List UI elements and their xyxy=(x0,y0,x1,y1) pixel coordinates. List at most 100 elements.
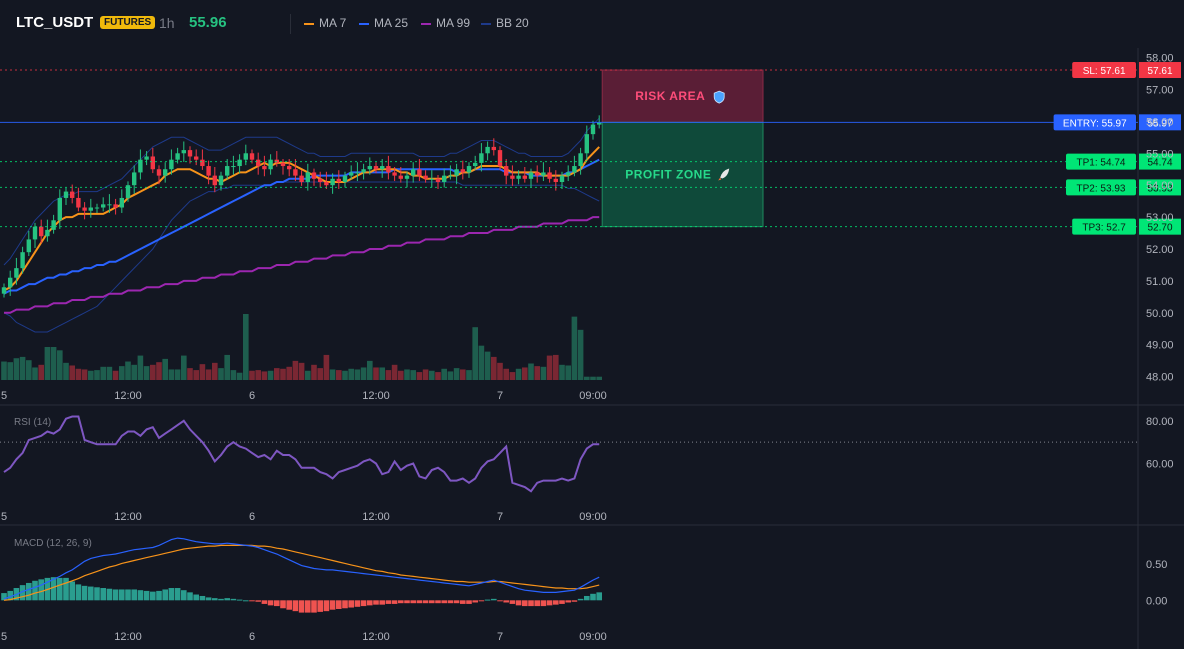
rsi-panel: RSI (14) 60.00 80.00 xyxy=(0,415,1174,493)
time-tick-label: 7 xyxy=(497,511,503,523)
candle-body xyxy=(70,191,75,198)
candle-body xyxy=(119,197,124,208)
level-axis-label-sl xyxy=(1139,62,1181,79)
volume-bar xyxy=(398,370,404,380)
candle-body xyxy=(194,156,199,160)
candle-body xyxy=(237,159,242,167)
legend-bb20[interactable]: BB 20 xyxy=(481,16,529,30)
volume-bar xyxy=(298,362,305,380)
level-axis-text-sl: 57.61 xyxy=(1147,66,1172,77)
candle-body xyxy=(125,185,131,198)
macd-histogram-bar xyxy=(509,600,516,604)
candle-body xyxy=(63,191,69,198)
volume-bar xyxy=(478,345,485,380)
volume-bar xyxy=(57,350,63,380)
time-tick-label: 12:00 xyxy=(362,631,390,643)
legend-ma99-swatch xyxy=(421,22,431,25)
macd-histogram-bar xyxy=(559,600,565,604)
volume-bar xyxy=(360,367,367,380)
volume-bar xyxy=(224,354,230,380)
price-tick-label: 54.00 xyxy=(1146,180,1174,192)
volume-bar xyxy=(528,363,534,380)
volume-bar xyxy=(81,369,88,380)
macd-histogram-bar xyxy=(323,600,330,612)
time-tick-label: 12:00 xyxy=(114,631,142,643)
rsi-label: RSI (14) xyxy=(14,417,51,428)
candle-body xyxy=(268,159,273,170)
time-tick-label: 12:00 xyxy=(362,390,390,402)
macd-histogram-bar xyxy=(410,600,416,604)
macd-histogram-bar xyxy=(249,600,255,602)
rsi-line xyxy=(3,415,600,493)
candle-body xyxy=(485,146,490,154)
candle-body xyxy=(448,175,453,177)
volume-bar xyxy=(435,372,441,380)
timeframe-label[interactable]: 1h xyxy=(159,15,175,31)
legend-ma25[interactable]: MA 25 xyxy=(359,16,408,30)
price-tick-label: 52.00 xyxy=(1146,244,1174,256)
macd-histogram-bar xyxy=(453,600,460,604)
macd-histogram-bar xyxy=(522,600,528,607)
level-tag-text-tp1: TP1: 54.74 xyxy=(1077,158,1126,169)
volume-bar xyxy=(280,368,286,380)
candle-body xyxy=(336,178,341,182)
candle-body xyxy=(411,169,416,176)
level-tag-text-sl: SL: 57.61 xyxy=(1083,66,1126,77)
volume-bar xyxy=(367,360,373,380)
legend-ma99[interactable]: MA 99 xyxy=(421,16,470,30)
volume-bar xyxy=(38,364,44,380)
axes: 48.0049.0050.0051.0052.0053.0054.0055.00… xyxy=(1,53,1174,643)
price-tick-label: 49.00 xyxy=(1146,340,1174,352)
legend-ma7[interactable]: MA 7 xyxy=(304,16,346,30)
candle-body xyxy=(132,172,137,186)
macd-histogram-bar xyxy=(305,600,311,613)
volume-bar xyxy=(329,369,336,380)
risk-zone-label: RISK AREA xyxy=(635,89,705,103)
level-axis-label-entry xyxy=(1139,114,1181,131)
volume-bar xyxy=(236,372,243,380)
volume-bar xyxy=(497,362,503,380)
macd-histogram-bar xyxy=(497,600,503,602)
time-tick-label: 5 xyxy=(1,390,7,402)
candle-body xyxy=(504,166,509,176)
macd-histogram-bar xyxy=(168,588,175,601)
profit-zone xyxy=(601,121,764,228)
volume-bar xyxy=(32,367,38,380)
candle-body xyxy=(435,178,441,182)
candle-body xyxy=(311,172,317,179)
volume-bar xyxy=(416,372,423,380)
macd-histogram-bar xyxy=(534,600,540,607)
legend-ma25-swatch xyxy=(359,22,369,25)
macd-histogram-bar xyxy=(69,581,75,601)
candle-body xyxy=(559,175,565,182)
volume-bar xyxy=(63,362,69,380)
candle-body xyxy=(20,252,25,269)
volume-bar xyxy=(311,364,317,380)
volume-bar xyxy=(119,366,125,380)
bollinger-bands xyxy=(3,117,600,333)
macd-histogram-bar xyxy=(156,590,162,601)
macd-histogram-bar xyxy=(212,598,218,601)
candle-body xyxy=(553,178,558,182)
candle-body xyxy=(380,166,385,170)
volume-bar xyxy=(106,366,113,380)
candle-body xyxy=(1,287,7,294)
candle-body xyxy=(318,178,323,182)
macd-histogram-bar xyxy=(398,600,404,604)
header-divider xyxy=(290,14,291,34)
time-tick-label: 09:00 xyxy=(579,390,607,402)
macd-histogram-bar xyxy=(546,600,553,606)
volume-bar xyxy=(379,367,385,380)
candle-body xyxy=(516,175,521,179)
macd-histogram-bar xyxy=(317,600,323,612)
symbol-name[interactable]: LTC_USDT xyxy=(16,14,94,31)
candle-body xyxy=(473,162,478,167)
candle-body xyxy=(94,207,100,209)
volume-bar xyxy=(187,368,193,380)
macd-histogram-bar xyxy=(342,600,348,609)
volume-bar xyxy=(243,314,249,380)
candle-body xyxy=(45,229,50,237)
candle-body xyxy=(14,268,19,278)
time-tick-label: 12:00 xyxy=(114,511,142,523)
